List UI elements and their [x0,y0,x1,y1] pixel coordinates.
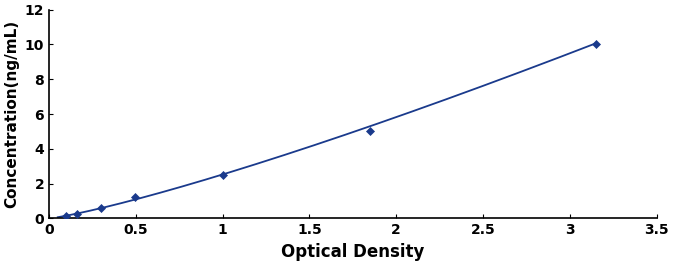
X-axis label: Optical Density: Optical Density [281,243,425,261]
Y-axis label: Concentration(ng/mL): Concentration(ng/mL) [4,20,19,208]
